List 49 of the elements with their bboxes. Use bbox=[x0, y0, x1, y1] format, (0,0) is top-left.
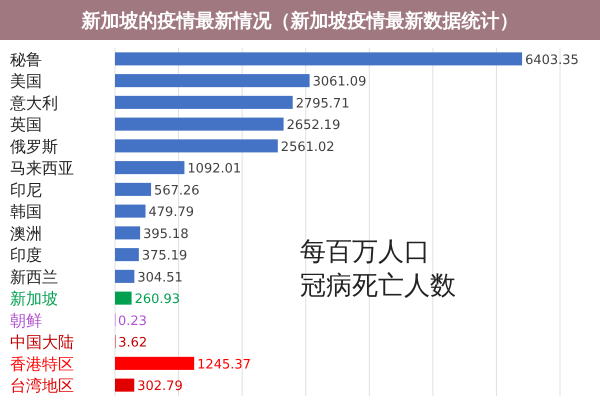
y-tick-label: 俄罗斯 bbox=[10, 136, 58, 156]
y-tick-label: 印度 bbox=[10, 246, 42, 265]
bar bbox=[115, 96, 293, 109]
data-label: 567.26 bbox=[154, 183, 200, 198]
bar bbox=[115, 118, 284, 131]
y-tick-label: 马来西亚 bbox=[10, 158, 74, 178]
y-tick-label: 朝鲜 bbox=[10, 310, 42, 330]
bar bbox=[115, 139, 278, 152]
y-tick-label: 新西兰 bbox=[10, 267, 58, 286]
y-tick-label: 香港特区 bbox=[10, 354, 74, 374]
y-tick-label: 秘鲁 bbox=[10, 50, 42, 69]
bar bbox=[115, 204, 146, 218]
bar bbox=[115, 270, 134, 283]
y-tick-label: 美国 bbox=[10, 72, 42, 91]
bar bbox=[115, 378, 134, 392]
y-tick-label: 台湾地区 bbox=[10, 376, 74, 396]
data-label: 6403.35 bbox=[525, 52, 579, 68]
chart-title: 新加坡的疫情最新情况（新加坡疫情最新数据统计） bbox=[80, 10, 518, 32]
data-label: 0.23 bbox=[118, 314, 147, 329]
annotation: 冠病死亡人数 bbox=[300, 271, 456, 301]
data-label: 260.93 bbox=[134, 292, 180, 308]
y-tick-label: 印尼 bbox=[10, 180, 42, 200]
bar bbox=[115, 52, 522, 66]
bar bbox=[115, 161, 184, 174]
annotation: 每百万人口 bbox=[300, 237, 430, 267]
y-tick-label: 英国 bbox=[10, 115, 42, 134]
bar bbox=[115, 226, 140, 240]
bar bbox=[115, 74, 310, 88]
data-label: 3.62 bbox=[118, 336, 148, 351]
bar bbox=[115, 356, 194, 370]
data-label: 3061.09 bbox=[312, 74, 366, 90]
y-tick-label: 中国大陆 bbox=[10, 332, 74, 352]
data-label: 375.19 bbox=[142, 248, 188, 264]
y-tick-label: 澳洲 bbox=[10, 224, 42, 243]
bar bbox=[115, 292, 132, 305]
data-label: 2652.19 bbox=[286, 118, 340, 134]
bar bbox=[115, 182, 152, 196]
data-label: 2795.71 bbox=[296, 96, 350, 112]
data-label: 1245.37 bbox=[197, 357, 251, 372]
data-label: 302.79 bbox=[137, 379, 183, 394]
data-label: 1092.01 bbox=[187, 162, 242, 177]
data-label: 395.18 bbox=[143, 226, 189, 242]
y-tick-label: 新加坡 bbox=[10, 289, 58, 308]
data-label: 304.51 bbox=[137, 270, 183, 286]
y-tick-label: 韩国 bbox=[10, 202, 42, 222]
y-tick-label: 意大利 bbox=[9, 93, 58, 112]
data-label: 479.79 bbox=[148, 205, 194, 220]
bar bbox=[115, 248, 139, 262]
data-label: 2561.02 bbox=[280, 140, 335, 155]
